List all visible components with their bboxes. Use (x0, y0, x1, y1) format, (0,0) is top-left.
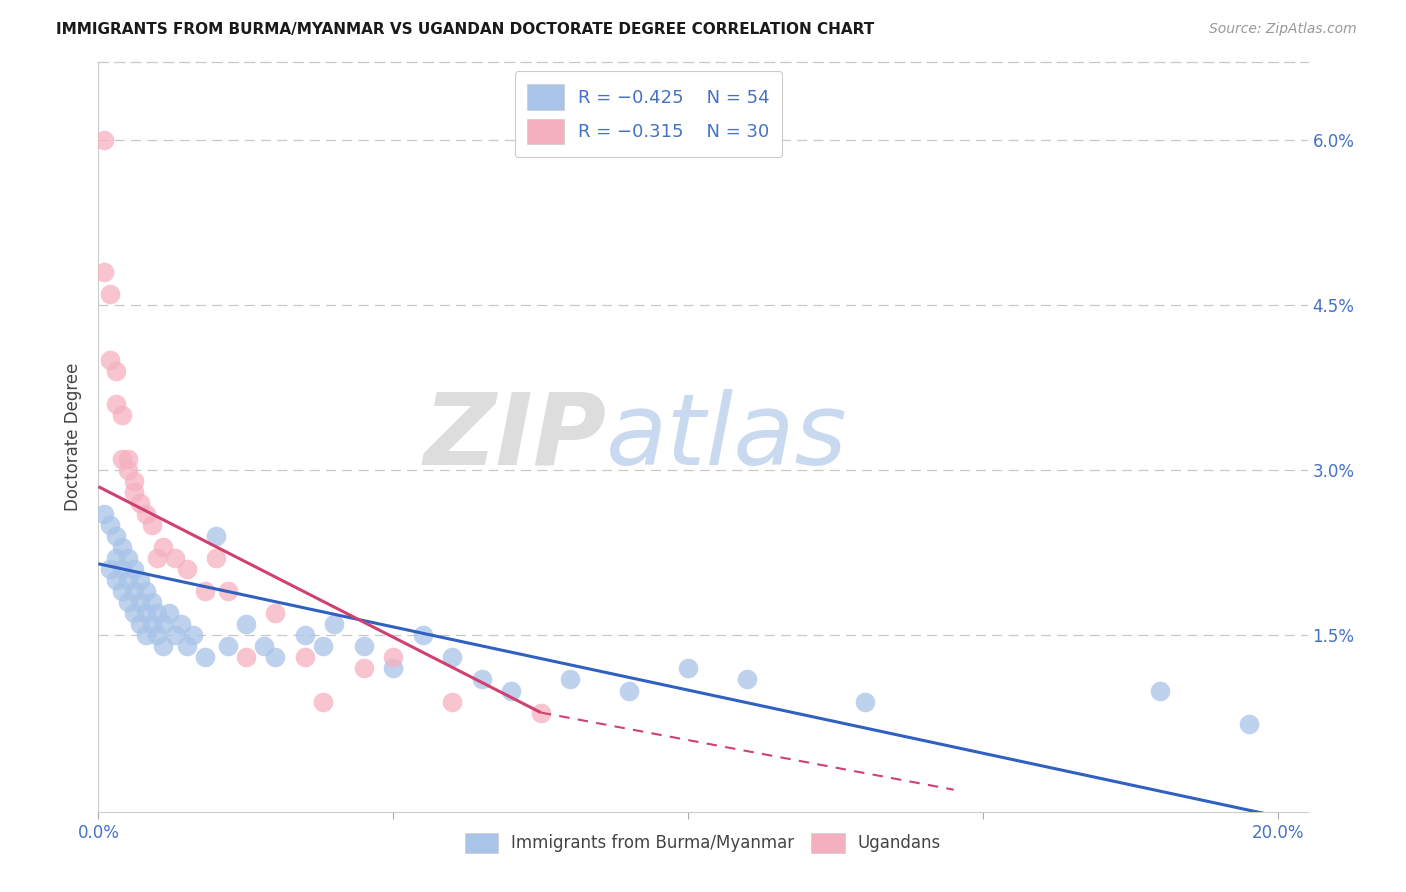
Point (205, 551, 228, 566)
Point (353, 640, 375, 654)
Point (619, 683, 641, 698)
Point (122, 584, 145, 599)
Point (111, 562, 134, 576)
Point (294, 650, 316, 665)
Point (165, 628, 187, 642)
Point (146, 607, 169, 621)
Point (152, 541, 174, 555)
Point (323, 617, 346, 632)
Point (135, 607, 157, 621)
Point (1149, 683, 1171, 698)
Point (530, 706, 553, 720)
Point (128, 617, 150, 632)
Point (1237, 716, 1260, 731)
Point (382, 661, 405, 675)
Point (353, 661, 375, 675)
Point (853, 694, 876, 708)
Point (111, 452, 134, 467)
Point (117, 551, 139, 566)
Point (98, 562, 121, 576)
Text: atlas: atlas (606, 389, 848, 485)
Point (311, 694, 333, 708)
Point (264, 650, 287, 665)
Point (135, 584, 157, 599)
Point (105, 574, 128, 588)
Point (311, 640, 333, 654)
Point (152, 617, 174, 632)
Point (205, 529, 228, 543)
Point (194, 650, 217, 665)
Point (93, 265, 115, 279)
Text: Source: ZipAtlas.com: Source: ZipAtlas.com (1209, 22, 1357, 37)
Point (441, 650, 464, 665)
Point (141, 595, 163, 609)
Point (235, 617, 257, 632)
Text: IMMIGRANTS FROM BURMA/MYANMAR VS UGANDAN DOCTORATE DEGREE CORRELATION CHART: IMMIGRANTS FROM BURMA/MYANMAR VS UGANDAN… (56, 22, 875, 37)
Point (146, 628, 169, 642)
Point (122, 474, 145, 488)
Point (117, 452, 139, 467)
Point (170, 617, 193, 632)
Point (217, 640, 239, 654)
Point (382, 650, 405, 665)
Point (128, 496, 150, 510)
Point (135, 628, 157, 642)
Point (105, 364, 128, 378)
Point (501, 683, 523, 698)
Point (122, 485, 145, 500)
Point (252, 640, 274, 654)
Point (157, 607, 180, 621)
Point (111, 408, 134, 422)
Point (176, 562, 198, 576)
Point (93, 507, 115, 521)
Point (105, 397, 128, 411)
Point (135, 507, 157, 521)
Point (117, 595, 139, 609)
Point (141, 617, 163, 632)
Point (181, 628, 204, 642)
Point (111, 541, 134, 555)
Point (141, 518, 163, 533)
Point (122, 607, 145, 621)
Point (128, 574, 150, 588)
Point (98, 353, 121, 368)
Point (105, 529, 128, 543)
Point (146, 551, 169, 566)
Point (98, 518, 121, 533)
Point (735, 673, 758, 687)
Point (678, 661, 700, 675)
Point (111, 584, 134, 599)
Text: ZIP: ZIP (423, 389, 606, 485)
Point (98, 286, 121, 301)
Point (217, 584, 239, 599)
Legend: Immigrants from Burma/Myanmar, Ugandans: Immigrants from Burma/Myanmar, Ugandans (458, 826, 948, 860)
Point (235, 650, 257, 665)
Point (122, 562, 145, 576)
Point (117, 574, 139, 588)
Point (194, 584, 217, 599)
Point (128, 595, 150, 609)
Point (412, 628, 434, 642)
Point (176, 640, 198, 654)
Point (152, 640, 174, 654)
Point (294, 628, 316, 642)
Point (117, 463, 139, 477)
Point (93, 132, 115, 146)
Y-axis label: Doctorate Degree: Doctorate Degree (65, 363, 83, 511)
Point (471, 673, 494, 687)
Point (264, 607, 287, 621)
Point (165, 551, 187, 566)
Point (560, 673, 582, 687)
Point (441, 694, 464, 708)
Point (105, 551, 128, 566)
